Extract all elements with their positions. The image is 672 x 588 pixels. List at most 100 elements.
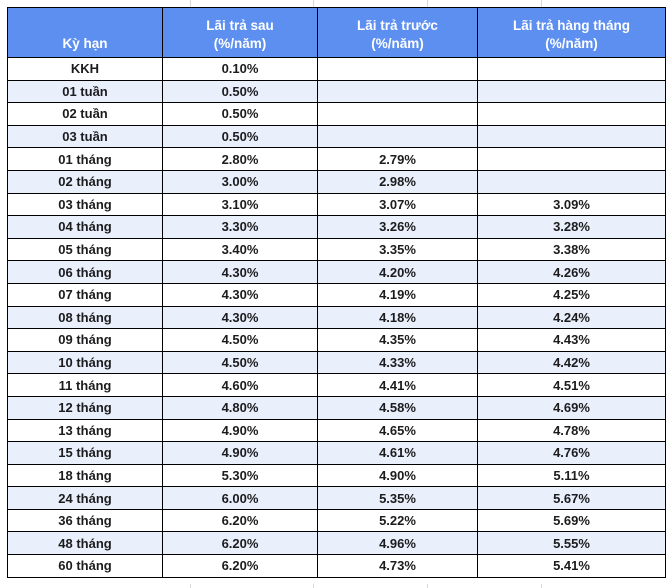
table-row: 48 tháng 6.20% 4.96% 5.55% xyxy=(7,531,666,556)
rate-paid-after-cell: 0.50% xyxy=(162,124,318,149)
rate-paid-after-cell: 6.00% xyxy=(162,486,318,510)
gridline-stub xyxy=(190,0,191,7)
rate-paid-before-cell xyxy=(317,124,478,149)
rate-paid-after-cell: 4.90% xyxy=(162,441,318,465)
rate-paid-before-cell: 4.19% xyxy=(317,282,478,307)
rate-monthly-cell xyxy=(477,57,666,81)
rate-paid-before-cell: 4.33% xyxy=(317,350,478,375)
rate-paid-after-cell: 4.50% xyxy=(162,328,318,352)
rate-monthly-cell: 4.26% xyxy=(477,260,666,284)
table-row: 10 tháng 4.50% 4.33% 4.42% xyxy=(7,350,666,375)
rate-monthly-cell: 4.42% xyxy=(477,350,666,375)
rate-monthly-cell: 5.69% xyxy=(477,508,666,533)
table-row: KKH 0.10% xyxy=(7,57,666,81)
rate-paid-after-cell: 0.50% xyxy=(162,79,318,104)
table-row: 02 tháng 3.00% 2.98% xyxy=(7,169,666,194)
rate-monthly-cell: 4.69% xyxy=(477,395,666,420)
rate-paid-before-cell: 5.22% xyxy=(317,508,478,533)
rate-paid-after-cell: 4.30% xyxy=(162,305,318,330)
rate-paid-after-cell: 4.30% xyxy=(162,282,318,307)
rate-paid-before-cell: 2.98% xyxy=(317,169,478,194)
rate-paid-before-cell: 4.90% xyxy=(317,463,478,488)
col-header-rate-monthly-sub: (%/năm) xyxy=(545,36,598,52)
table-row: 12 tháng 4.80% 4.58% 4.69% xyxy=(7,395,666,420)
rate-paid-after-cell: 6.20% xyxy=(162,554,318,578)
rate-monthly-cell: 5.55% xyxy=(477,531,666,556)
rate-paid-before-cell xyxy=(317,102,478,126)
gridline-stub xyxy=(541,0,542,7)
term-cell: 02 tháng xyxy=(7,169,163,194)
rate-paid-after-cell: 6.20% xyxy=(162,508,318,533)
term-cell: 05 tháng xyxy=(7,237,163,262)
rate-monthly-cell: 4.78% xyxy=(477,418,666,443)
term-cell: 08 tháng xyxy=(7,305,163,330)
rate-paid-before-cell: 3.07% xyxy=(317,192,478,217)
col-header-rate-monthly-label: Lãi trả hàng tháng xyxy=(512,18,630,34)
gridline-stub xyxy=(427,584,428,588)
col-header-term-label: Kỳ hạn xyxy=(62,36,108,52)
table-row: 11 tháng 4.60% 4.41% 4.51% xyxy=(7,373,666,397)
rate-monthly-cell: 3.38% xyxy=(477,237,666,262)
col-header-rate-paid-after-sub: (%/năm) xyxy=(213,36,267,52)
rate-monthly-cell: 4.43% xyxy=(477,328,666,352)
rate-monthly-cell xyxy=(477,102,666,126)
term-cell: 10 tháng xyxy=(7,350,163,375)
rate-paid-after-cell: 2.80% xyxy=(162,147,318,171)
rate-paid-before-cell: 4.20% xyxy=(317,260,478,284)
term-cell: 06 tháng xyxy=(7,260,163,284)
rate-monthly-cell xyxy=(477,124,666,149)
rate-paid-after-cell: 5.30% xyxy=(162,463,318,488)
table-row: 13 tháng 4.90% 4.65% 4.78% xyxy=(7,418,666,443)
table-row: 07 tháng 4.30% 4.19% 4.25% xyxy=(7,282,666,307)
term-cell: 24 tháng xyxy=(7,486,163,510)
col-header-rate-paid-before-label: Lãi trả trước xyxy=(357,18,438,34)
col-header-term: Kỳ hạn xyxy=(7,7,163,58)
rate-monthly-cell xyxy=(477,79,666,104)
term-cell: 15 tháng xyxy=(7,441,163,465)
rate-paid-after-cell: 3.40% xyxy=(162,237,318,262)
rate-monthly-cell: 3.09% xyxy=(477,192,666,217)
rate-paid-before-cell: 4.65% xyxy=(317,418,478,443)
term-cell: 01 tuần xyxy=(7,79,163,104)
table-row: 01 tháng 2.80% 2.79% xyxy=(7,147,666,171)
table-row: 36 tháng 6.20% 5.22% 5.69% xyxy=(7,508,666,533)
rate-paid-after-cell: 4.80% xyxy=(162,395,318,420)
term-cell: 01 tháng xyxy=(7,147,163,171)
term-cell: 03 tháng xyxy=(7,192,163,217)
gridline-stub xyxy=(190,584,191,588)
rate-paid-after-cell: 4.50% xyxy=(162,350,318,375)
table-row: 05 tháng 3.40% 3.35% 3.38% xyxy=(7,237,666,262)
rate-paid-after-cell: 0.10% xyxy=(162,57,318,81)
rate-paid-after-cell: 4.60% xyxy=(162,373,318,397)
rate-paid-before-cell: 4.35% xyxy=(317,328,478,352)
term-cell: 02 tuần xyxy=(7,102,163,126)
rate-paid-after-cell: 6.20% xyxy=(162,531,318,556)
rate-monthly-cell: 5.67% xyxy=(477,486,666,510)
col-header-rate-paid-after: Lãi trả sau (%/năm) xyxy=(162,7,318,58)
rate-paid-before-cell: 4.96% xyxy=(317,531,478,556)
gridline-stub xyxy=(427,0,428,7)
rate-paid-before-cell: 4.73% xyxy=(317,554,478,578)
table-row: 06 tháng 4.30% 4.20% 4.26% xyxy=(7,260,666,284)
rate-monthly-cell: 4.76% xyxy=(477,441,666,465)
rate-paid-after-cell: 4.90% xyxy=(162,418,318,443)
rate-paid-before-cell: 3.26% xyxy=(317,215,478,239)
rate-paid-before-cell: 4.58% xyxy=(317,395,478,420)
table-body: KKH 0.10% 01 tuần 0.50% 02 tuần 0.50% 03 tuần 0… xyxy=(7,57,666,578)
gridline-stub xyxy=(313,584,314,588)
rate-monthly-cell xyxy=(477,169,666,194)
table-row: 03 tháng 3.10% 3.07% 3.09% xyxy=(7,192,666,217)
interest-rate-table: Kỳ hạn Lãi trả sau (%/năm) Lãi trả trước… xyxy=(7,7,666,578)
table-row: 18 tháng 5.30% 4.90% 5.11% xyxy=(7,463,666,488)
table-row: 04 tháng 3.30% 3.26% 3.28% xyxy=(7,215,666,239)
term-cell: 07 tháng xyxy=(7,282,163,307)
table-row: 03 tuần 0.50% xyxy=(7,124,666,149)
rate-monthly-cell: 4.25% xyxy=(477,282,666,307)
rate-paid-before-cell: 4.41% xyxy=(317,373,478,397)
rate-paid-after-cell: 4.30% xyxy=(162,260,318,284)
gridline-stub xyxy=(313,0,314,7)
gridline-stub xyxy=(541,584,542,588)
term-cell: 18 tháng xyxy=(7,463,163,488)
col-header-rate-paid-before-sub: (%/năm) xyxy=(371,36,424,52)
